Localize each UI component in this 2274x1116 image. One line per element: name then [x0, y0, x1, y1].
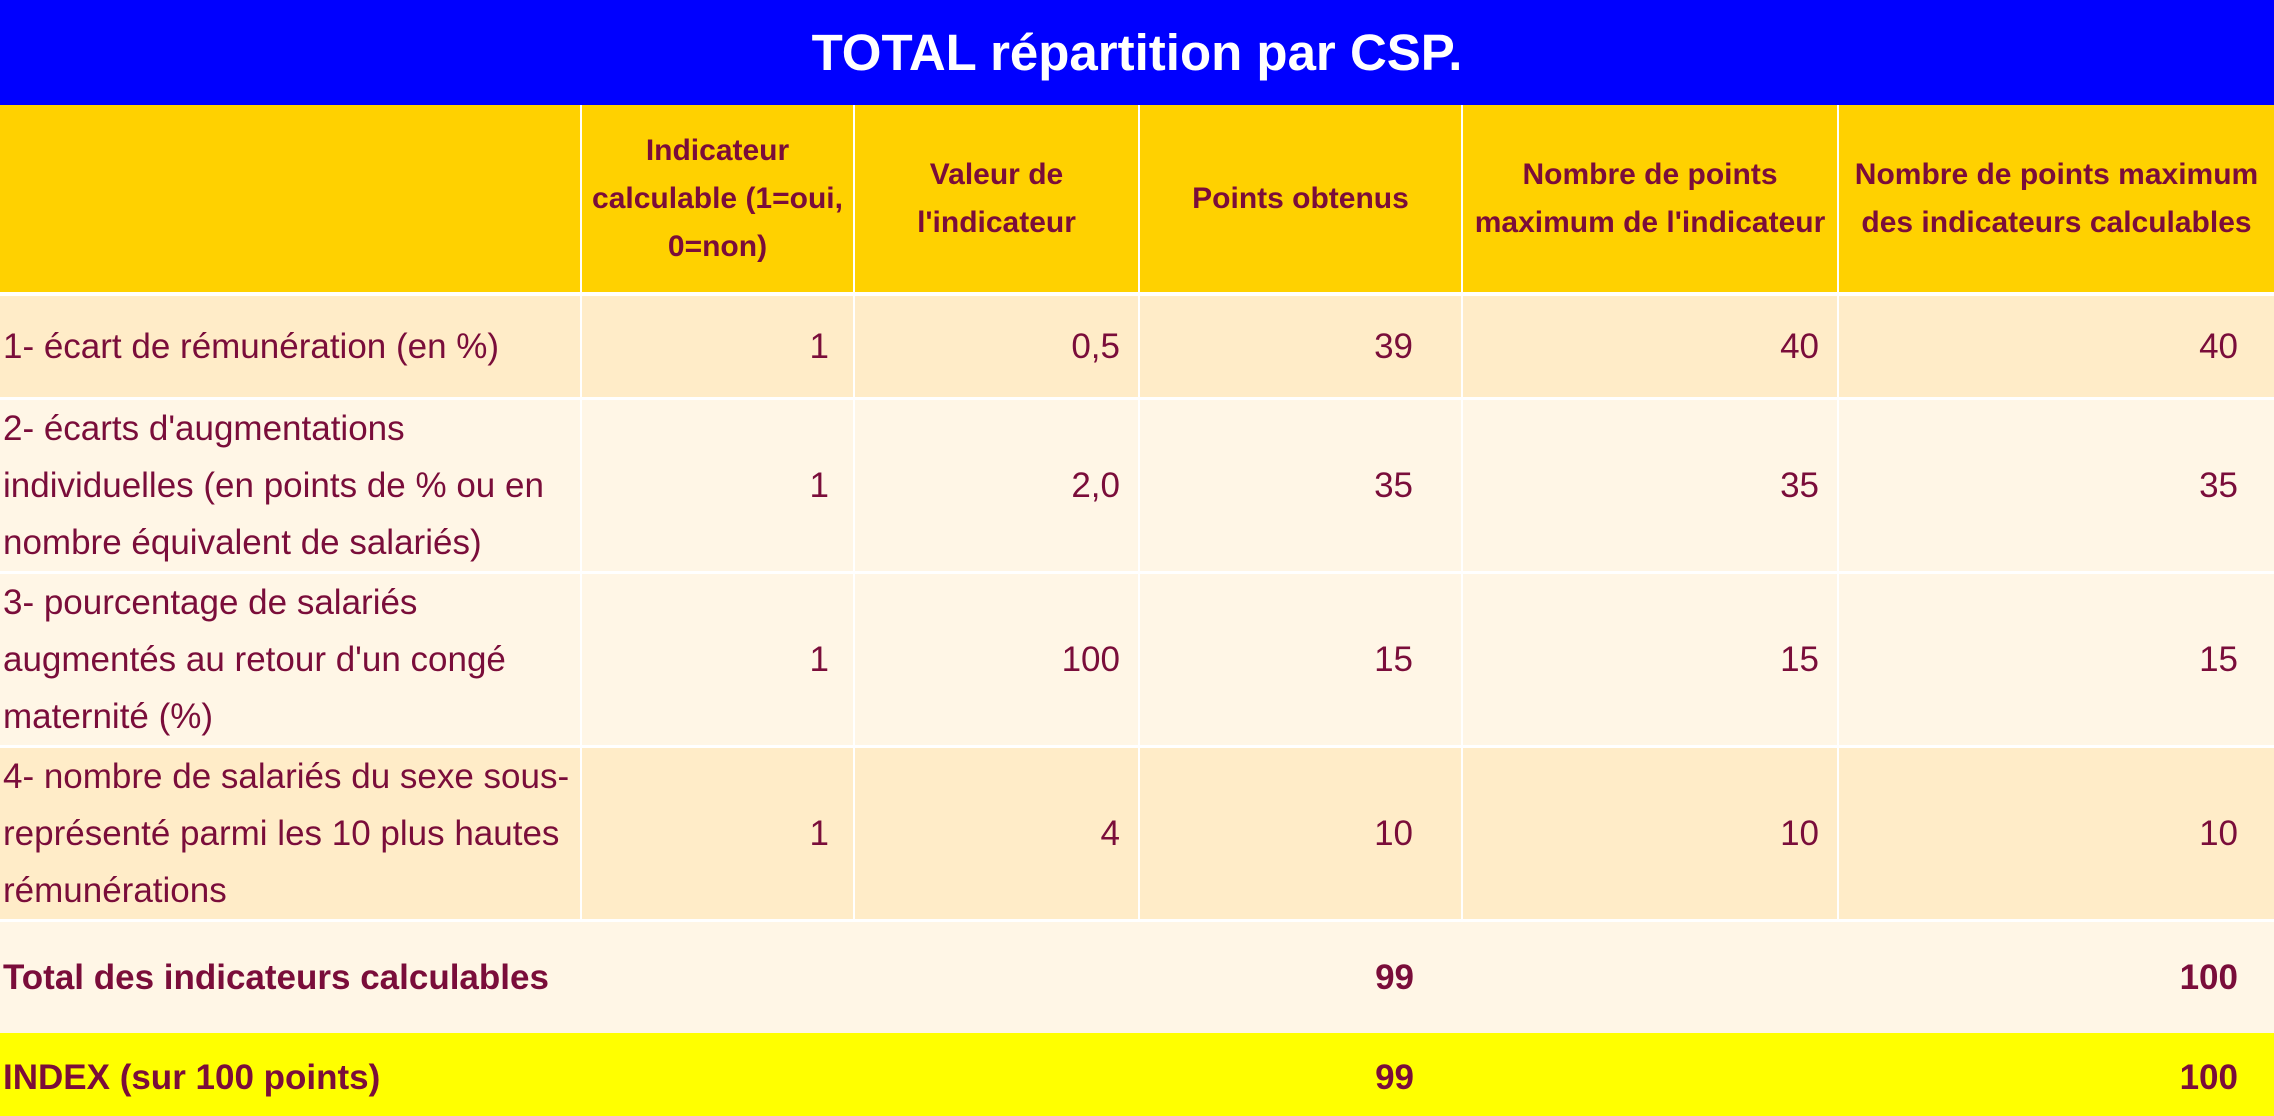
index-empty-calculable	[581, 1033, 854, 1116]
cell-max-indicateur: 35	[1461, 398, 1838, 574]
index-max-calculables: 100	[1838, 1033, 2274, 1116]
cell-valeur: 0,5	[853, 294, 1139, 400]
header-points-obtenus: Points obtenus	[1138, 105, 1462, 296]
index-label: INDEX (sur 100 points)	[0, 1033, 581, 1116]
cell-points: 39	[1138, 294, 1462, 400]
total-empty-max-indicateur	[1462, 920, 1838, 1033]
header-valeur: Valeur de l'indicateur	[853, 105, 1139, 296]
table-header-row: Indicateur calculable (1=oui, 0=non) Val…	[0, 105, 2274, 296]
cell-max-calculables: 15	[1837, 572, 2274, 748]
total-empty-valeur	[854, 920, 1139, 1033]
cell-points: 10	[1138, 746, 1462, 922]
row-label: 4- nombre de salariés du sexe sous-repré…	[0, 746, 581, 922]
total-label: Total des indicateurs calculables	[0, 920, 581, 1033]
cell-calculable: 1	[580, 294, 854, 400]
csp-summary-table: Indicateur calculable (1=oui, 0=non) Val…	[0, 105, 2274, 1116]
index-empty-max-indicateur	[1462, 1033, 1838, 1116]
header-empty	[0, 105, 581, 296]
table-row: 1- écart de rémunération (en %) 1 0,5 39…	[0, 294, 2274, 400]
row-label: 2- écarts d'augmentations individuelles …	[0, 398, 581, 574]
total-points: 99	[1139, 920, 1462, 1033]
row-label: 3- pourcentage de salariés augmentés au …	[0, 572, 581, 748]
cell-max-calculables: 40	[1837, 294, 2274, 400]
table-row: 4- nombre de salariés du sexe sous-repré…	[0, 746, 2274, 922]
cell-max-calculables: 35	[1837, 398, 2274, 574]
header-max-calculables: Nombre de points maximum des indicateurs…	[1837, 105, 2274, 296]
cell-calculable: 1	[580, 398, 854, 574]
table-row: 2- écarts d'augmentations individuelles …	[0, 398, 2274, 574]
index-empty-valeur	[854, 1033, 1139, 1116]
cell-max-indicateur: 10	[1461, 746, 1838, 922]
total-row: Total des indicateurs calculables 99 100	[0, 920, 2274, 1033]
index-row: INDEX (sur 100 points) 99 100	[0, 1033, 2274, 1116]
cell-max-indicateur: 40	[1461, 294, 1838, 400]
total-max-calculables: 100	[1838, 920, 2274, 1033]
cell-max-calculables: 10	[1837, 746, 2274, 922]
cell-calculable: 1	[580, 572, 854, 748]
cell-valeur: 4	[853, 746, 1139, 922]
total-empty-calculable	[581, 920, 854, 1033]
header-calculable: Indicateur calculable (1=oui, 0=non)	[580, 105, 854, 296]
index-points: 99	[1139, 1033, 1462, 1116]
header-max-indicateur: Nombre de points maximum de l'indicateur	[1461, 105, 1838, 296]
cell-max-indicateur: 15	[1461, 572, 1838, 748]
cell-points: 15	[1138, 572, 1462, 748]
cell-valeur: 100	[853, 572, 1139, 748]
cell-valeur: 2,0	[853, 398, 1139, 574]
table-row: 3- pourcentage de salariés augmentés au …	[0, 572, 2274, 748]
cell-calculable: 1	[580, 746, 854, 922]
row-label: 1- écart de rémunération (en %)	[0, 294, 581, 400]
page-title: TOTAL répartition par CSP.	[0, 0, 2274, 105]
cell-points: 35	[1138, 398, 1462, 574]
